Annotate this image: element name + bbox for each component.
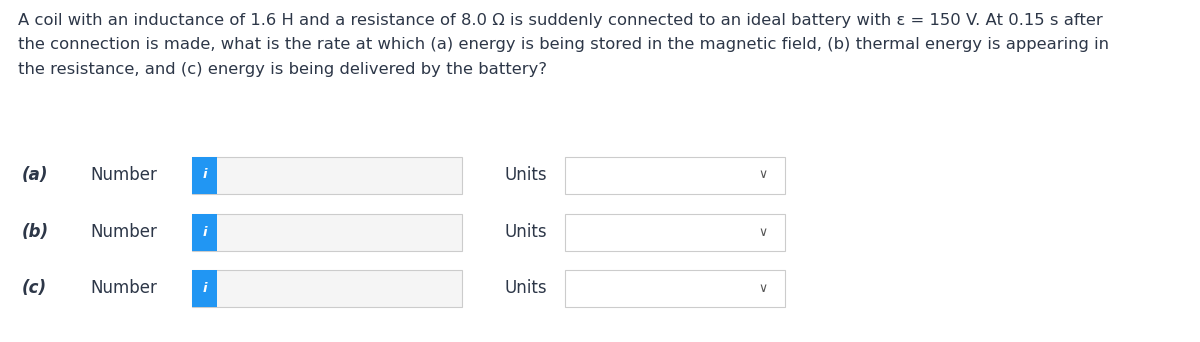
Text: A coil with an inductance of 1.6 H and a resistance of 8.0 Ω is suddenly connect: A coil with an inductance of 1.6 H and a… [18, 13, 1103, 28]
Text: (a): (a) [22, 166, 48, 184]
Text: the resistance, and (c) energy is being delivered by the battery?: the resistance, and (c) energy is being … [18, 62, 547, 77]
Text: i: i [203, 225, 206, 238]
FancyBboxPatch shape [192, 269, 462, 306]
Text: (b): (b) [22, 223, 49, 241]
Text: Units: Units [505, 279, 547, 297]
Text: Number: Number [90, 223, 157, 241]
Text: i: i [203, 169, 206, 182]
FancyBboxPatch shape [192, 157, 462, 194]
Text: ∨: ∨ [758, 225, 768, 238]
Text: Number: Number [90, 279, 157, 297]
Text: the connection is made, what is the rate at which (a) energy is being stored in : the connection is made, what is the rate… [18, 38, 1109, 53]
Text: Units: Units [505, 223, 547, 241]
Text: ∨: ∨ [758, 281, 768, 294]
Text: Units: Units [505, 166, 547, 184]
FancyBboxPatch shape [565, 157, 785, 194]
Text: Number: Number [90, 166, 157, 184]
Text: i: i [203, 281, 206, 294]
FancyBboxPatch shape [565, 213, 785, 250]
FancyBboxPatch shape [192, 269, 217, 306]
FancyBboxPatch shape [192, 157, 217, 194]
Text: ∨: ∨ [758, 169, 768, 182]
FancyBboxPatch shape [565, 269, 785, 306]
FancyBboxPatch shape [192, 213, 217, 250]
FancyBboxPatch shape [192, 213, 462, 250]
Text: (c): (c) [22, 279, 47, 297]
